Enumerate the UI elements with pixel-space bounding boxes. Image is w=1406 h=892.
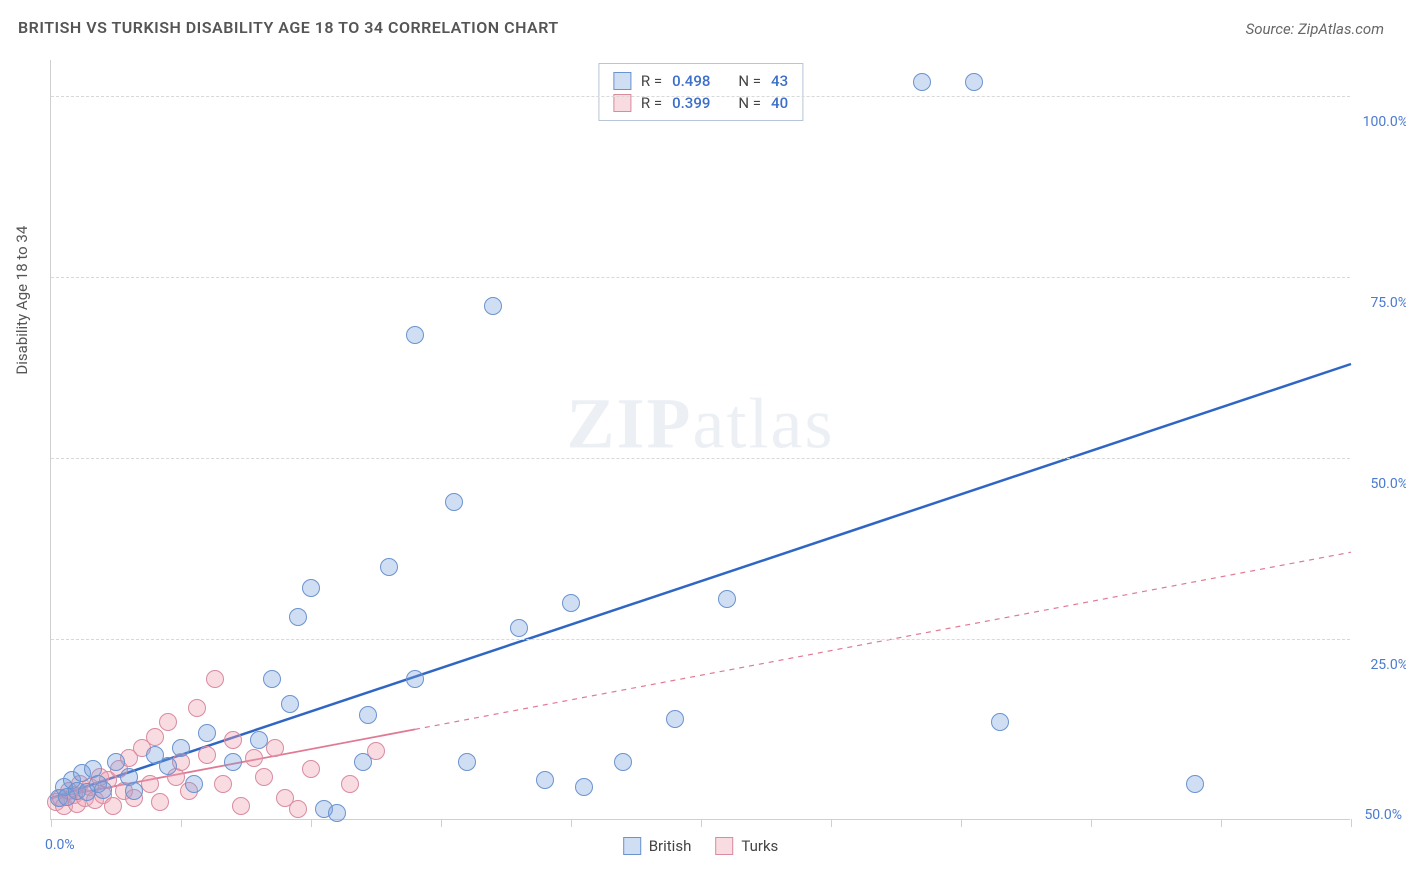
x-tick [961, 819, 962, 827]
r-label: R = [641, 72, 662, 90]
legend-item: Turks [715, 837, 778, 855]
turks-point [302, 760, 320, 778]
x-tick [1351, 819, 1352, 827]
chart-title: BRITISH VS TURKISH DISABILITY AGE 18 TO … [18, 18, 559, 37]
legend-swatch [623, 837, 641, 855]
turks-point [198, 746, 216, 764]
r-value: 0.498 [672, 72, 710, 90]
legend-item: British [623, 837, 692, 855]
turks-point [341, 775, 359, 793]
x-tick [441, 819, 442, 827]
plot-area: ZIPatlas R = 0.498 N = 43 R = 0.399 N = … [50, 60, 1350, 820]
x-tick [1221, 819, 1222, 827]
source-attribution: Source: ZipAtlas.com [1246, 20, 1384, 38]
x-tick-label: 0.0% [45, 837, 75, 853]
legend-row: R = 0.498 N = 43 [613, 70, 788, 92]
turks-point [141, 775, 159, 793]
turks-point [214, 775, 232, 793]
gridline [51, 96, 1350, 97]
n-label: N = [738, 72, 761, 90]
british-point [302, 579, 320, 597]
trend-lines-layer [51, 60, 1350, 819]
british-point [614, 753, 632, 771]
british-point [1186, 775, 1204, 793]
british-point [354, 753, 372, 771]
y-tick-label: 25.0% [1356, 657, 1406, 673]
turks-point [232, 797, 250, 815]
gridline [51, 277, 1350, 278]
british-point [666, 710, 684, 728]
y-tick-label: 50.0% [1356, 476, 1406, 492]
y-tick-label: 100.0% [1356, 114, 1406, 130]
x-tick [311, 819, 312, 827]
turks-point [224, 731, 242, 749]
x-tick [181, 819, 182, 827]
british-point [281, 695, 299, 713]
turks-point [206, 670, 224, 688]
turks-point [266, 739, 284, 757]
british-point [536, 771, 554, 789]
legend-label: British [649, 837, 692, 855]
chart-container: BRITISH VS TURKISH DISABILITY AGE 18 TO … [0, 0, 1406, 892]
x-tick [701, 819, 702, 827]
british-point [359, 706, 377, 724]
british-point [510, 619, 528, 637]
n-value: 43 [771, 72, 788, 90]
series-legend: British Turks [623, 837, 779, 855]
british-point [289, 608, 307, 626]
turks-point [146, 728, 164, 746]
british-point [328, 804, 346, 822]
british-point [458, 753, 476, 771]
gridline [51, 639, 1350, 640]
british-point [159, 757, 177, 775]
x-tick [51, 819, 52, 827]
x-tick [1091, 819, 1092, 827]
british-point [380, 558, 398, 576]
x-tick [571, 819, 572, 827]
turks-point [151, 793, 169, 811]
british-point [965, 73, 983, 91]
british-point [718, 590, 736, 608]
british-point [94, 781, 112, 799]
british-point [575, 778, 593, 796]
british-point [185, 775, 203, 793]
legend-swatch [613, 72, 631, 90]
british-point [406, 326, 424, 344]
turks-point [245, 749, 263, 767]
trend-line [51, 364, 1351, 798]
turks-point [255, 768, 273, 786]
british-point [198, 724, 216, 742]
x-tick [831, 819, 832, 827]
trend-line [415, 552, 1351, 729]
correlation-legend: R = 0.498 N = 43 R = 0.399 N = 40 [598, 63, 803, 121]
british-point [406, 670, 424, 688]
british-point [224, 753, 242, 771]
british-point [125, 782, 143, 800]
british-point [172, 739, 190, 757]
gridline [51, 458, 1350, 459]
british-point [263, 670, 281, 688]
british-point [484, 297, 502, 315]
british-point [991, 713, 1009, 731]
legend-label: Turks [741, 837, 778, 855]
legend-swatch [715, 837, 733, 855]
british-point [562, 594, 580, 612]
british-point [445, 493, 463, 511]
y-axis-label: Disability Age 18 to 34 [13, 226, 31, 375]
british-point [107, 753, 125, 771]
turks-point [159, 713, 177, 731]
british-point [250, 731, 268, 749]
turks-point [289, 800, 307, 818]
turks-point [188, 699, 206, 717]
y-tick-label: 75.0% [1356, 295, 1406, 311]
british-point [913, 73, 931, 91]
x-tick-label: 50.0% [1364, 807, 1402, 823]
